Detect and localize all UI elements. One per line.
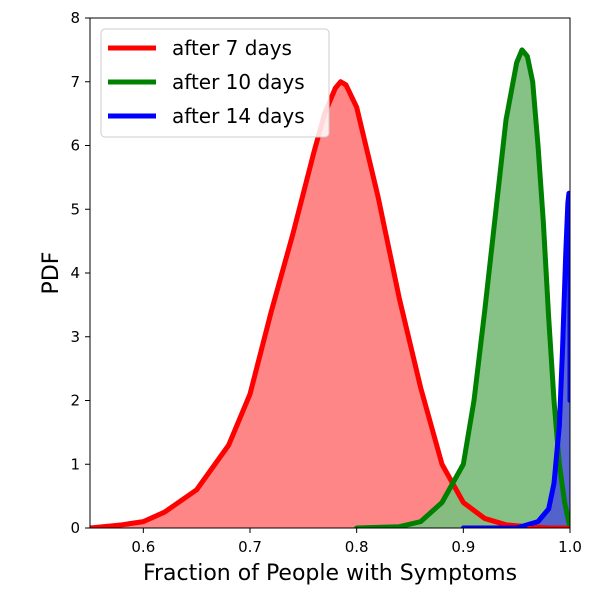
series-fill-2 <box>463 193 570 528</box>
y-tick-label: 0 <box>70 519 80 537</box>
y-axis-title: PDF <box>39 252 64 295</box>
y-tick-label: 1 <box>70 455 80 473</box>
y-axis: 0 1 2 3 4 5 6 7 8 <box>70 9 90 537</box>
series-line-0 <box>90 79 570 528</box>
series-lines <box>90 47 570 528</box>
x-tick-label: 0.6 <box>131 538 155 556</box>
legend-label-0: after 7 days <box>172 36 292 60</box>
x-tick-label: 0.9 <box>451 538 475 556</box>
legend-label-1: after 10 days <box>172 70 305 94</box>
series-fills <box>90 49 570 528</box>
series-fill-1 <box>356 49 570 528</box>
legend-box <box>100 28 330 138</box>
y-tick-label: 3 <box>70 328 80 346</box>
series-line-1 <box>354 47 570 528</box>
x-axis-title: Fraction of People with Symptoms <box>143 561 517 586</box>
y-tick-label: 5 <box>70 200 80 218</box>
x-axis: 0.6 0.7 0.8 0.9 1.0 <box>131 528 582 556</box>
y-tick-label: 6 <box>70 137 80 155</box>
series-fill-0 <box>90 81 570 528</box>
y-tick-label: 8 <box>70 9 80 27</box>
x-tick-label: 0.8 <box>345 538 369 556</box>
y-tick-label: 7 <box>70 73 80 91</box>
series-line-2 <box>460 190 570 528</box>
y-tick-label: 2 <box>70 392 80 410</box>
legend-label-2: after 14 days <box>172 104 305 128</box>
x-tick-label: 0.7 <box>238 538 262 556</box>
x-tick-label: 1.0 <box>558 538 582 556</box>
legend: after 7 days after 10 days after 14 days <box>100 28 330 138</box>
y-tick-label: 4 <box>70 264 80 282</box>
